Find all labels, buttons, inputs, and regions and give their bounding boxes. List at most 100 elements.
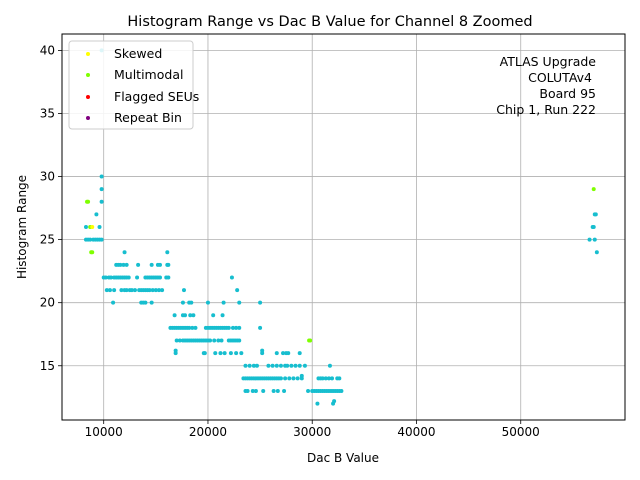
data-point-normal	[147, 288, 152, 293]
data-point-normal	[193, 325, 198, 330]
x-tick-label: 30000	[293, 425, 331, 439]
data-point-normal	[337, 376, 342, 381]
data-point-normal	[124, 288, 129, 293]
data-point-normal	[202, 351, 207, 356]
annotation-line-1: ATLAS Upgrade	[500, 54, 597, 69]
data-point-normal	[228, 351, 233, 356]
data-point-normal	[250, 388, 255, 393]
data-point-normal	[222, 351, 227, 356]
data-point-normal	[274, 351, 279, 356]
data-point-normal	[189, 300, 194, 305]
data-point-normal	[172, 313, 177, 318]
annotation-line-4: Chip 1, Run 222	[496, 102, 596, 117]
data-point-normal	[332, 399, 337, 404]
y-tick-label: 15	[40, 359, 55, 373]
data-point-normal	[330, 376, 335, 381]
data-point-normal	[278, 363, 283, 368]
data-point-normal	[306, 388, 311, 393]
data-point-normal	[88, 237, 93, 242]
data-point-normal	[221, 300, 226, 305]
data-point-normal	[278, 376, 283, 381]
data-point-normal	[180, 300, 185, 305]
data-point-normal	[216, 338, 221, 343]
data-point-normal	[99, 174, 104, 179]
x-axis-ticks: 10000 20000 30000 40000 50000	[85, 420, 540, 439]
data-point-normal	[111, 300, 116, 305]
data-point-normal	[260, 348, 265, 353]
annotation: ATLAS Upgrade COLUTAv4 Board 95 Chip 1, …	[496, 54, 596, 117]
data-point-normal	[258, 325, 263, 330]
data-point-normal	[291, 376, 296, 381]
data-point-normal	[285, 363, 290, 368]
y-tick-label: 40	[40, 43, 55, 57]
data-points	[83, 48, 599, 406]
y-axis-label: Histogram Range	[15, 175, 29, 279]
data-point-normal	[99, 237, 104, 242]
data-point-normal	[121, 262, 126, 267]
data-point-normal	[190, 325, 195, 330]
data-point-normal	[274, 363, 279, 368]
legend: Skewed Multimodal Flagged SEUs Repeat Bi…	[68, 40, 199, 130]
data-point-normal	[275, 388, 280, 393]
data-point-normal	[243, 363, 248, 368]
data-point-normal	[118, 262, 123, 267]
x-tick-label: 20000	[189, 425, 227, 439]
data-point-normal	[247, 363, 252, 368]
data-point-normal	[99, 187, 104, 192]
data-point-normal	[160, 288, 165, 293]
data-point-normal	[271, 388, 276, 393]
legend-marker-flagged-seus	[86, 95, 90, 99]
data-point-normal	[587, 237, 592, 242]
data-point-normal	[289, 363, 294, 368]
y-tick-label: 25	[40, 233, 55, 247]
data-point-normal	[245, 388, 250, 393]
data-point-normal	[97, 225, 102, 229]
grid-lines	[62, 34, 625, 420]
data-point-normal	[183, 313, 188, 318]
y-tick-label: 30	[40, 170, 55, 184]
data-point-normal	[234, 325, 239, 330]
data-point-normal	[327, 363, 332, 368]
data-point-normal	[174, 338, 179, 343]
data-point-normal	[173, 348, 178, 353]
data-point-normal	[293, 363, 298, 368]
data-point-normal	[251, 363, 256, 368]
data-point-normal	[253, 388, 258, 393]
data-point-normal	[191, 313, 196, 318]
data-point-normal	[166, 262, 171, 267]
data-point-normal	[281, 351, 286, 356]
data-point-normal	[594, 250, 599, 255]
data-point-normal	[315, 401, 320, 406]
data-point-normal	[94, 212, 99, 217]
data-point-normal	[165, 250, 170, 255]
data-point-normal	[83, 225, 88, 229]
data-point-normal	[297, 351, 302, 356]
data-point-normal	[591, 225, 596, 229]
data-point-normal	[218, 351, 223, 356]
data-point-normal	[266, 363, 271, 368]
data-point-normal	[129, 288, 134, 293]
data-point-normal	[593, 212, 598, 217]
chart-title: Histogram Range vs Dac B Value for Chann…	[127, 14, 532, 30]
data-point-normal	[150, 288, 155, 293]
legend-box	[68, 40, 194, 130]
data-point-normal	[149, 262, 154, 267]
data-point-normal	[302, 363, 307, 368]
data-point-normal	[177, 338, 182, 343]
data-point-normal	[326, 376, 331, 381]
data-point-normal	[220, 313, 225, 318]
data-point-normal	[109, 275, 114, 280]
data-point-multimodal	[591, 187, 596, 192]
data-point-normal	[103, 275, 108, 280]
data-point-normal	[258, 300, 263, 305]
data-point-normal	[254, 363, 259, 368]
data-point-normal	[124, 262, 129, 267]
data-point-normal	[286, 351, 291, 356]
data-point-normal	[158, 262, 163, 267]
data-point-normal	[299, 373, 304, 378]
data-point-normal	[181, 288, 186, 293]
data-point-normal	[135, 275, 140, 280]
data-point-normal	[237, 338, 242, 343]
data-point-normal	[323, 376, 328, 381]
data-point-normal	[219, 338, 224, 343]
